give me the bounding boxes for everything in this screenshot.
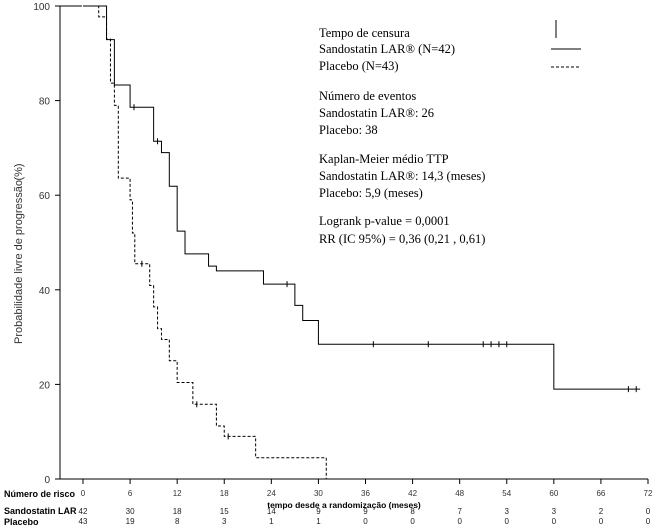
risk-value: 9 [316,507,321,516]
risk-value: 14 [267,507,276,516]
x-tick-label: 54 [502,489,511,498]
risk-value: 9 [363,507,368,516]
risk-value: 0 [646,517,651,526]
legend-placebo-label: Placebo (N=43) [319,59,399,73]
rr-text: RR (IC 95%) = 0,36 (0,21 , 0,61) [319,232,485,246]
risk-value: 42 [79,507,88,516]
legend-sandostatin-label: Sandostatin LAR® (N=42) [319,42,455,56]
km-placebo: Placebo: 5,9 (meses) [319,186,423,200]
y-tick-label: 0 [44,475,50,486]
y-axis-label: Probabilidade livre de progressão [13,180,25,344]
km-title: Kaplan-Meier médio TTP [319,152,449,166]
risk-value: 7 [457,507,462,516]
y-tick-label: 60 [39,191,51,202]
y-tick-label: 40 [39,286,51,297]
x-tick-label: 18 [220,489,229,498]
events-title: Número de eventos [319,89,416,103]
x-ticks: 0 6 12 18 24 30 36 42 48 54 60 66 72 [81,479,653,498]
events-sandostatin: Sandostatin LAR®: 26 [319,106,434,120]
y-ticks: 0 20 40 60 80 100 [33,2,60,486]
x-tick-label: 36 [361,489,370,498]
risk-value: 3 [222,517,227,526]
x-tick-label: 30 [314,489,323,498]
series-line-placebo [83,5,327,479]
risk-table-title: Número de risco [4,489,76,499]
km-sandostatin: Sandostatin LAR®: 14,3 (meses) [319,169,485,183]
x-tick-label: 42 [408,489,417,498]
risk-value: 0 [599,517,604,526]
risk-value: 18 [173,507,182,516]
legend-censor-title: Tempo de censura [319,26,410,40]
annotations: Número de eventos Sandostatin LAR®: 26 P… [319,89,485,246]
x-tick-label: 6 [128,489,133,498]
x-tick-label: 72 [644,489,653,498]
risk-value: 19 [126,517,135,526]
x-tick-label: 66 [596,489,605,498]
x-tick-label: 48 [455,489,464,498]
logrank-text: Logrank p-value = 0,0001 [319,214,450,228]
axes [59,5,648,480]
risk-value: 1 [269,517,274,526]
series-layer [83,5,641,479]
risk-value: 3 [552,507,557,516]
x-axis-label: tempo desde a randomização (meses) [267,500,421,510]
risk-value: 15 [220,507,229,516]
legend: Tempo de censura Sandostatin LAR® (N=42)… [319,20,581,73]
y-tick-label: 20 [39,380,51,391]
risk-value: 0 [646,507,651,516]
risk-value: 0 [363,517,368,526]
risk-value: 8 [175,517,180,526]
risk-value: 0 [505,517,510,526]
risk-value: 1 [316,517,321,526]
series-line-sandostatin [83,5,641,390]
risk-value: 0 [410,517,415,526]
y-tick-label: 100 [33,2,50,13]
risk-table: Número de risco tempo desde a randomizaç… [4,489,651,527]
risk-value: 0 [457,517,462,526]
risk-row-label-placebo: Placebo [4,517,39,527]
x-tick-label: 24 [267,489,276,498]
risk-value: 3 [505,507,510,516]
y-axis-unit: (%) [13,163,25,180]
x-tick-label: 0 [81,489,86,498]
y-tick-label: 80 [39,97,51,108]
risk-value: 8 [410,507,415,516]
risk-value: 2 [599,507,604,516]
risk-values: 42 30 18 15 14 9 9 8 7 3 3 2 043 19 8 3 1 1 0 0 0 0 0 0 0 [79,507,651,526]
risk-value: 43 [79,517,88,526]
events-placebo: Placebo: 38 [319,123,378,137]
risk-value: 0 [552,517,557,526]
x-tick-label: 60 [549,489,558,498]
risk-row-label-sandostatin: Sandostatin LAR [4,506,77,516]
x-tick-label: 12 [173,489,182,498]
risk-value: 30 [126,507,135,516]
